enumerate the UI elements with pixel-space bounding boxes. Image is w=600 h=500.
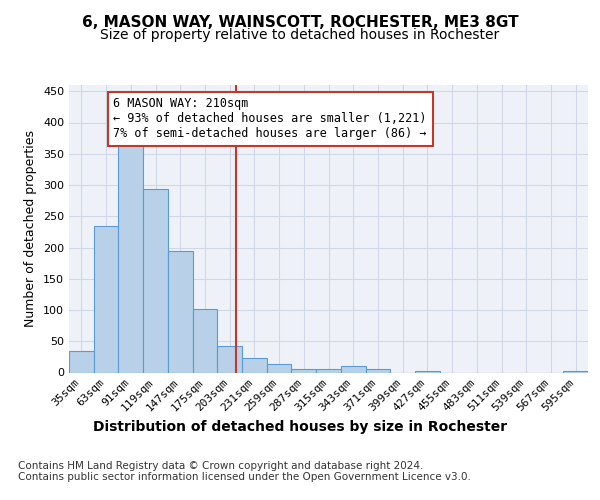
Bar bbox=[242, 358, 267, 372]
Text: 6 MASON WAY: 210sqm
← 93% of detached houses are smaller (1,221)
7% of semi-deta: 6 MASON WAY: 210sqm ← 93% of detached ho… bbox=[113, 98, 427, 140]
Bar bbox=[563, 370, 588, 372]
Text: Contains HM Land Registry data © Crown copyright and database right 2024.: Contains HM Land Registry data © Crown c… bbox=[18, 461, 424, 471]
Bar bbox=[168, 250, 193, 372]
Bar bbox=[69, 350, 94, 372]
Text: Size of property relative to detached houses in Rochester: Size of property relative to detached ho… bbox=[100, 28, 500, 42]
Bar bbox=[267, 364, 292, 372]
Bar bbox=[292, 370, 316, 372]
Bar bbox=[118, 144, 143, 372]
Text: Contains public sector information licensed under the Open Government Licence v3: Contains public sector information licen… bbox=[18, 472, 471, 482]
Bar bbox=[217, 346, 242, 372]
Bar bbox=[193, 310, 217, 372]
Bar bbox=[94, 226, 118, 372]
Bar bbox=[365, 370, 390, 372]
Text: 6, MASON WAY, WAINSCOTT, ROCHESTER, ME3 8GT: 6, MASON WAY, WAINSCOTT, ROCHESTER, ME3 … bbox=[82, 15, 518, 30]
Y-axis label: Number of detached properties: Number of detached properties bbox=[25, 130, 37, 327]
Bar bbox=[143, 190, 168, 372]
Bar bbox=[316, 369, 341, 372]
Bar bbox=[415, 370, 440, 372]
Text: Distribution of detached houses by size in Rochester: Distribution of detached houses by size … bbox=[93, 420, 507, 434]
Bar bbox=[341, 366, 365, 372]
